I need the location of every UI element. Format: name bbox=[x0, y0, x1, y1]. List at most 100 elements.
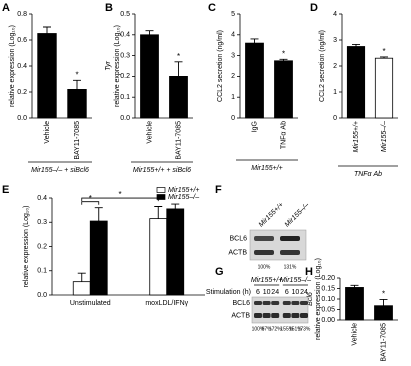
percent-label: 100% bbox=[252, 326, 265, 332]
significance-bracket bbox=[81, 201, 100, 205]
x-tick-label: Vehicle bbox=[146, 121, 153, 144]
blot-band bbox=[300, 313, 308, 318]
y-tick-label: 2 bbox=[231, 73, 235, 80]
group-label: Mir155–/– bbox=[280, 277, 311, 284]
time-label: 6 bbox=[285, 289, 289, 296]
y-tick-label: 0.0 bbox=[17, 115, 27, 122]
row-label: ACTB bbox=[228, 249, 247, 256]
y-tick-label: 4 bbox=[231, 32, 235, 39]
y-axis-label: CCL2 secretion (ng/ml) bbox=[319, 30, 326, 102]
y-tick-label: 0.2 bbox=[120, 73, 130, 80]
bar bbox=[72, 281, 91, 296]
error-bar bbox=[145, 30, 154, 35]
footer-label: Mir155+/+ + siBcl6 bbox=[133, 167, 191, 174]
y-axis-label: CCL2 secretion (ng/ml) bbox=[217, 30, 224, 102]
x-tick-label: BAY11-7085 bbox=[74, 121, 81, 160]
error-bar bbox=[94, 207, 103, 222]
panel-label: D bbox=[310, 2, 318, 14]
x-tick-label: Unstimulated bbox=[70, 300, 111, 307]
percent-label: 172% bbox=[269, 326, 282, 332]
panel-label: H bbox=[305, 266, 313, 278]
y-axis-gene: Tyr bbox=[105, 61, 112, 71]
bar bbox=[37, 33, 57, 119]
significance-star: * bbox=[177, 52, 180, 61]
y-tick-label: 0 bbox=[333, 115, 337, 122]
y-tick-label: 0.5 bbox=[120, 11, 130, 18]
y-tick-label: 0.6 bbox=[17, 37, 27, 44]
error-bar bbox=[174, 61, 183, 77]
blot-band bbox=[271, 313, 280, 318]
percent-label: 173% bbox=[298, 326, 311, 332]
row-label: BCL6 bbox=[229, 235, 247, 242]
significance-star: * bbox=[282, 49, 285, 58]
blot-band bbox=[282, 313, 291, 318]
y-tick-label: 3 bbox=[231, 52, 235, 59]
y-axis-label: relative expression (Log₁₀) bbox=[9, 25, 16, 107]
blot-band bbox=[254, 236, 274, 241]
y-tick-label: 1 bbox=[231, 94, 235, 101]
y-tick-label: 0.10 bbox=[321, 296, 335, 303]
bar bbox=[245, 42, 264, 119]
blot-band bbox=[254, 313, 262, 318]
y-tick-label: 0.05 bbox=[321, 306, 335, 313]
y-tick-label: 5 bbox=[231, 11, 235, 18]
x-tick-label: Vehicle bbox=[44, 121, 51, 144]
x-tick-label: Vehicle bbox=[351, 323, 358, 346]
time-label: 10 bbox=[292, 289, 300, 296]
blot-band bbox=[262, 313, 271, 318]
panel-label: B bbox=[105, 2, 113, 14]
error-bar bbox=[380, 56, 388, 59]
y-axis-label: relative expression (Log₁₀) bbox=[315, 258, 322, 340]
significance-star: * bbox=[75, 70, 78, 79]
bar bbox=[345, 287, 364, 321]
error-bar bbox=[279, 58, 288, 61]
percent-label: 155% bbox=[280, 326, 293, 332]
lane-label: Mir155–/– bbox=[284, 202, 311, 229]
error-bar bbox=[43, 26, 51, 34]
error-bar bbox=[154, 206, 163, 219]
row-label: ACTB bbox=[231, 312, 250, 319]
y-tick-label: 4 bbox=[333, 11, 337, 18]
y-tick-label: 0.8 bbox=[17, 11, 27, 18]
bar bbox=[274, 60, 293, 119]
blot-band bbox=[262, 301, 271, 305]
legend-label: Mir155–/– bbox=[168, 194, 199, 201]
blot-background bbox=[249, 229, 307, 261]
significance-star: * bbox=[382, 47, 385, 56]
significance-bracket bbox=[81, 197, 159, 202]
x-tick-label: BAY11-7085 bbox=[175, 121, 182, 160]
panel-label: A bbox=[2, 2, 10, 14]
row-label: BCL6 bbox=[232, 300, 250, 307]
bar bbox=[89, 220, 108, 296]
blot-band bbox=[254, 250, 274, 255]
y-tick-label: 0.4 bbox=[17, 63, 27, 70]
x-tick-label: BAY11-7085 bbox=[380, 323, 387, 362]
lane-label: Mir155+/+ bbox=[258, 201, 285, 228]
x-tick-label: TNFα Ab bbox=[280, 121, 287, 149]
error-bar bbox=[77, 272, 86, 282]
bar bbox=[149, 218, 168, 296]
footer-label: Mir155+/+ bbox=[251, 165, 283, 172]
blot-band bbox=[282, 301, 291, 305]
bar bbox=[166, 208, 185, 296]
y-tick-label: 0.0 bbox=[120, 115, 130, 122]
error-bar bbox=[73, 79, 81, 90]
percent-label: 151% bbox=[289, 326, 302, 332]
panel-label: G bbox=[215, 266, 224, 278]
bar bbox=[346, 46, 366, 119]
legend-swatch bbox=[156, 187, 166, 193]
y-tick-label: 0.20 bbox=[321, 275, 335, 282]
panel-label: F bbox=[215, 184, 222, 196]
y-tick-label: 0.3 bbox=[120, 52, 130, 59]
y-tick-label: 0.4 bbox=[120, 32, 130, 39]
bar bbox=[374, 305, 393, 321]
error-bar bbox=[250, 38, 259, 44]
x-tick-label: moxLDL/IFNγ bbox=[145, 300, 188, 307]
y-tick-label: 3 bbox=[333, 37, 337, 44]
y-tick-label: 0.1 bbox=[120, 94, 130, 101]
bar bbox=[169, 76, 188, 119]
x-tick-label: IgG bbox=[251, 121, 258, 132]
x-tick-label: Mir155–/– bbox=[381, 121, 388, 152]
bar bbox=[374, 57, 394, 119]
significance-star: * bbox=[118, 190, 121, 199]
